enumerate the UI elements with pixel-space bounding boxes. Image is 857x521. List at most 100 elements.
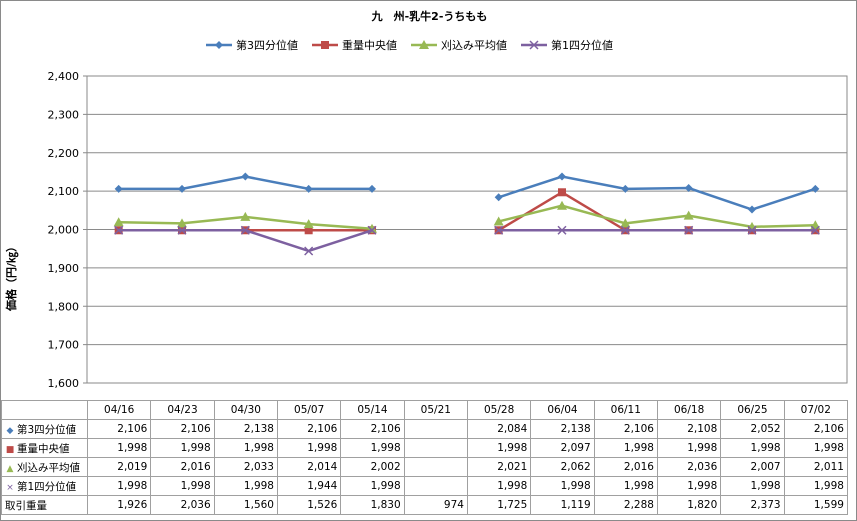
data-label: 1,998 xyxy=(593,438,658,458)
data-label: 1,998 xyxy=(150,476,215,496)
data-point xyxy=(620,225,630,235)
data-label: 1,998 xyxy=(656,476,722,496)
data-label: 2,097 xyxy=(530,438,595,458)
x-tick-label: 04/30 xyxy=(213,400,278,420)
data-label: 1,599 xyxy=(783,495,848,515)
data-label: 2,084 xyxy=(466,419,532,439)
data-point xyxy=(178,184,186,193)
series-line xyxy=(498,190,816,232)
data-label: 2,138 xyxy=(213,419,278,439)
data-label: 2,062 xyxy=(530,457,595,477)
data-label: 2,138 xyxy=(530,419,595,439)
y-tick-label: 1,900 xyxy=(48,262,80,275)
legend-item-1: 第3四分位値 xyxy=(206,37,298,53)
table-header-row: 04/16 04/23 04/30 05/07 05/14 05/21 05/28 06/04… xyxy=(1,400,848,420)
data-point xyxy=(810,225,820,235)
data-label: 1,820 xyxy=(656,495,722,515)
y-tick-label: 2,300 xyxy=(48,108,80,121)
data-point xyxy=(557,225,567,235)
row-label: 取引重量 xyxy=(1,495,88,515)
legend-swatch xyxy=(206,41,232,49)
legend-label: 第3四分位値 xyxy=(236,39,298,52)
data-point xyxy=(367,225,377,235)
x-tick-label: 07/02 xyxy=(783,400,848,420)
row-name: 第3四分位値 xyxy=(17,423,77,436)
data-label: 2,373 xyxy=(720,495,785,515)
square-marker-icon: ■ xyxy=(5,444,15,455)
data-point xyxy=(811,184,820,193)
diamond-marker-icon: ◆ xyxy=(6,425,14,436)
y-tick-label: 1,800 xyxy=(48,300,80,313)
data-point xyxy=(177,225,187,235)
x-tick-label: 05/21 xyxy=(403,400,468,420)
data-point xyxy=(684,225,694,235)
y-tick-label: 1,700 xyxy=(48,339,80,352)
triangle-marker-icon: ▲ xyxy=(6,463,14,474)
table-corner xyxy=(1,400,88,420)
data-label xyxy=(403,438,468,458)
data-label: 2,108 xyxy=(656,419,722,439)
data-point xyxy=(241,172,250,181)
table-row: ■ 重量中央値 1,998 1,998 1,998 1,998 1,998 1,998 2,09… xyxy=(1,438,848,458)
data-label: 2,016 xyxy=(150,457,215,477)
data-label: 1,998 xyxy=(340,476,405,496)
data-point xyxy=(558,188,566,197)
data-label: 2,052 xyxy=(720,419,785,439)
plot-area: 1,600 1,700 1,800 1,900 2,000 2,100 2,200 2,300… xyxy=(48,70,848,390)
data-label: 2,106 xyxy=(593,419,658,439)
data-label: 1,998 xyxy=(656,438,722,458)
legend-item-3: 刈込み平均値 xyxy=(411,37,507,53)
x-marker-icon: × xyxy=(6,482,14,493)
legend-swatch xyxy=(521,40,547,50)
data-label: 1,998 xyxy=(150,438,215,458)
data-point xyxy=(747,225,757,235)
data-point xyxy=(304,226,313,235)
data-label: 1,830 xyxy=(340,495,405,515)
data-table: 04/16 04/23 04/30 05/07 05/14 05/21 05/28 06/04… xyxy=(1,400,848,515)
data-label: 1,998 xyxy=(213,476,278,496)
data-label: 1,998 xyxy=(86,438,152,458)
row-name: 刈込み平均値 xyxy=(17,461,80,474)
data-label: 2,014 xyxy=(276,457,342,477)
data-point xyxy=(620,218,631,228)
legend-item-4: 第1四分位値 xyxy=(521,37,613,53)
data-label xyxy=(403,419,468,439)
data-point xyxy=(684,184,693,193)
y-tick-label: 2,200 xyxy=(48,147,80,160)
data-label: 1,725 xyxy=(466,495,532,515)
data-label: 1,998 xyxy=(530,476,595,496)
table-row: ◆ 第3四分位値 2,106 2,106 2,138 2,106 2,106 2,084 2,1… xyxy=(1,419,848,439)
legend-label: 第1四分位値 xyxy=(551,39,613,52)
data-point xyxy=(304,246,314,256)
data-point xyxy=(558,172,566,181)
data-label: 1,998 xyxy=(86,476,152,496)
data-point xyxy=(114,184,123,193)
x-tick-label: 06/11 xyxy=(593,400,658,420)
data-label xyxy=(403,457,468,477)
data-point xyxy=(240,211,251,221)
x-tick-label: 05/28 xyxy=(466,400,532,420)
data-point xyxy=(303,219,314,229)
data-label: 2,288 xyxy=(593,495,658,515)
data-label: 1,998 xyxy=(720,438,785,458)
legend: 第3四分位値 重量中央値 刈込み平均値 第1四分位値 xyxy=(206,37,613,53)
data-point xyxy=(494,193,503,202)
data-label: 974 xyxy=(403,495,468,515)
data-label xyxy=(403,476,468,496)
series-4 xyxy=(114,225,820,256)
data-label: 1,998 xyxy=(466,438,532,458)
data-label: 2,011 xyxy=(783,457,848,477)
data-label: 1,998 xyxy=(720,476,785,496)
data-point xyxy=(621,184,630,193)
legend-swatch xyxy=(312,41,338,49)
data-label: 1,526 xyxy=(276,495,342,515)
data-point xyxy=(240,225,250,235)
series-line xyxy=(498,175,816,211)
data-label: 1,998 xyxy=(783,438,848,458)
x-tick-label: 05/14 xyxy=(340,400,405,420)
data-point xyxy=(304,184,313,193)
data-label: 2,019 xyxy=(86,457,152,477)
data-label: 2,007 xyxy=(720,457,785,477)
y-tick-label: 2,400 xyxy=(48,70,80,83)
